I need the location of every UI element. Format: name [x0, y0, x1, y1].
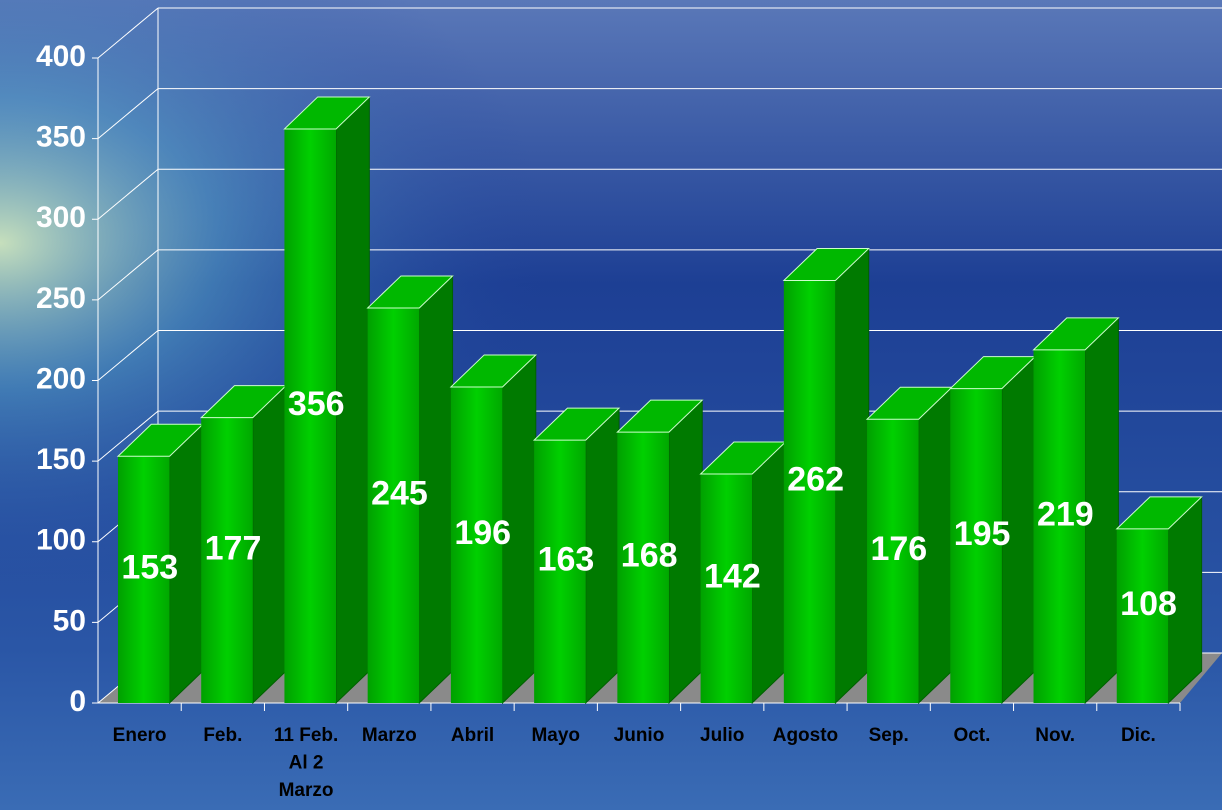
x-tick-label: Enero — [113, 725, 167, 746]
y-tick-label: 300 — [36, 201, 86, 234]
y-tick-label: 200 — [36, 362, 86, 395]
bar-top — [532, 407, 621, 441]
value-label: 196 — [454, 514, 511, 552]
x-tick-label: Junio — [614, 725, 665, 746]
x-tick-label: Nov. — [1035, 725, 1075, 746]
value-label: 195 — [954, 515, 1011, 553]
value-label: 176 — [870, 530, 927, 568]
bar-top — [616, 399, 704, 433]
bar — [450, 386, 503, 703]
bar — [700, 474, 753, 703]
x-tick-label: Mayo — [531, 725, 580, 746]
grid-line-side — [97, 7, 159, 59]
value-label: 142 — [704, 557, 761, 595]
bar — [117, 456, 170, 703]
grid-line-side — [97, 168, 159, 220]
bar-top — [283, 96, 371, 130]
value-label: 153 — [121, 549, 178, 587]
y-tick-label: 0 — [69, 685, 86, 718]
bar — [201, 417, 253, 703]
value-label: 108 — [1120, 585, 1177, 623]
value-label: 245 — [371, 474, 428, 512]
value-label: 177 — [205, 529, 262, 567]
bar — [284, 128, 337, 703]
grid-line-side — [97, 88, 159, 140]
value-label: 219 — [1037, 495, 1094, 533]
x-tick-label: Feb. — [203, 725, 242, 746]
bar-top — [449, 354, 538, 388]
x-tick-label: Oct. — [953, 725, 990, 746]
value-label: 262 — [787, 461, 844, 499]
value-label: 163 — [538, 541, 595, 579]
bar-top — [782, 248, 870, 282]
x-tick-label: 11 Feb. Al 2 Marzo — [274, 725, 338, 801]
x-tick-label: Abril — [451, 725, 494, 746]
y-tick-label: 250 — [36, 282, 86, 315]
x-tick-label: Agosto — [773, 725, 838, 746]
y-tick-label: 100 — [36, 524, 86, 557]
x-tick-label: Julio — [700, 725, 744, 746]
x-tick-label: Sep. — [869, 725, 909, 746]
bar — [534, 440, 586, 703]
y-tick-label: 50 — [53, 604, 86, 637]
value-label: 168 — [621, 537, 678, 575]
grid-line-side — [97, 249, 159, 301]
bar-top — [1032, 317, 1120, 351]
grid-line-side — [97, 330, 159, 381]
bar — [783, 280, 836, 703]
y-tick-label: 350 — [36, 121, 86, 154]
bar — [867, 419, 919, 703]
bar-top — [1115, 496, 1203, 530]
bar — [1033, 349, 1086, 703]
y-tick-label: 400 — [36, 40, 86, 73]
x-tick-label: Marzo — [362, 725, 417, 746]
x-tick-label: Dic. — [1121, 725, 1156, 746]
bar — [950, 388, 1002, 703]
bar-top — [366, 275, 454, 309]
grid-line-side — [97, 410, 159, 462]
bar — [367, 307, 420, 703]
y-tick-label: 150 — [36, 443, 86, 476]
bar — [1116, 528, 1169, 703]
bar — [617, 432, 669, 703]
value-label: 356 — [288, 385, 345, 423]
